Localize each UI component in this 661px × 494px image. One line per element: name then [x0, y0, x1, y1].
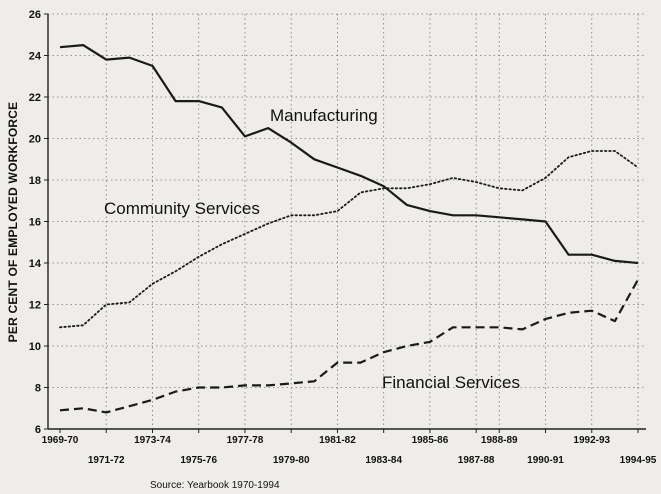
x-tick-label-1990-91: 1990-91	[527, 455, 564, 466]
series-line-manufacturing	[59, 43, 639, 265]
x-tick-label-1983-84: 1983-84	[365, 455, 402, 466]
series-line-financial-services	[59, 279, 639, 414]
x-tick-label-1973-74: 1973-74	[134, 435, 171, 446]
label-manufacturing: Manufacturing	[270, 106, 378, 125]
x-tick-label-1977-78: 1977-78	[227, 435, 264, 446]
label-financial-services: Financial Services	[382, 373, 520, 392]
grid-lines	[48, 13, 646, 429]
label-community-services: Community Services	[104, 199, 260, 218]
x-tick-label-1979-80: 1979-80	[273, 455, 310, 466]
y-axis-label: PER CENT OF EMPLOYED WORKFORCE	[6, 102, 20, 343]
x-tick-label-1981-82: 1981-82	[319, 435, 356, 446]
x-tick-label-1994-95: 1994-95	[620, 455, 657, 466]
x-tick-label-1988-89: 1988-89	[481, 435, 518, 446]
x-tick-label-1987-88: 1987-88	[458, 455, 495, 466]
series-lines	[59, 43, 639, 414]
y-tick-label-20: 20	[29, 134, 41, 146]
y-tick-label-18: 18	[29, 175, 41, 187]
y-tick-label-6: 6	[35, 424, 41, 436]
y-tick-label-14: 14	[29, 258, 42, 270]
y-axis-ticks: 6 8 10 12 14 16 18 20 22 24 26	[29, 9, 48, 436]
y-tick-label-8: 8	[35, 383, 41, 395]
x-tick-label-1985-86: 1985-86	[412, 435, 449, 446]
y-tick-label-10: 10	[29, 341, 41, 353]
x-axis-ticks: 1969-70 1971-72 1973-74 1975-76 1977-78 1979-…	[42, 429, 657, 466]
x-tick-label-1992-93: 1992-93	[573, 435, 610, 446]
x-tick-label-1969-70: 1969-70	[42, 435, 79, 446]
series-line-community-services	[59, 150, 639, 329]
y-tick-label-26: 26	[29, 9, 41, 21]
source-note: Source: Yearbook 1970-1994	[150, 480, 280, 491]
y-tick-label-22: 22	[29, 92, 41, 104]
y-tick-label-12: 12	[29, 300, 41, 312]
y-tick-label-16: 16	[29, 217, 41, 229]
x-tick-label-1971-72: 1971-72	[88, 455, 125, 466]
y-tick-label-24: 24	[29, 51, 42, 63]
x-tick-label-1975-76: 1975-76	[180, 455, 217, 466]
